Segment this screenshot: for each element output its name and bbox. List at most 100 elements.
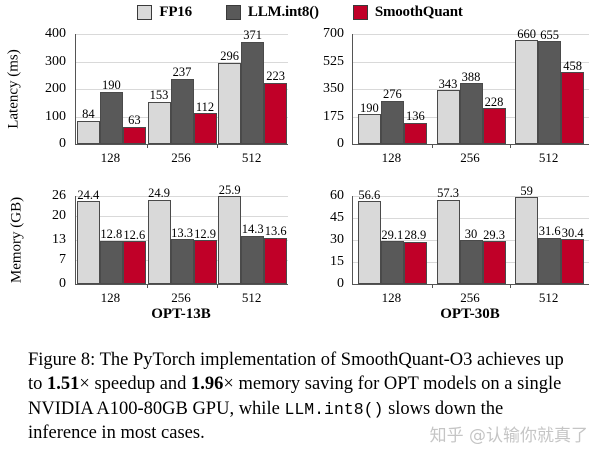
y-axis-tick-label: 0: [59, 136, 66, 151]
x-axis-ticks: 128 256 512: [75, 290, 287, 306]
bar-value-label: 223: [266, 69, 286, 84]
x-axis-tick-label: 512: [241, 290, 262, 305]
gridline: [353, 34, 589, 35]
bar-fp16: 59: [515, 185, 539, 284]
legend-swatch-llm-int8: [225, 5, 241, 20]
bar-smoothquant: 458: [561, 60, 585, 144]
x-axis-tick-label: 512: [538, 290, 559, 305]
y-axis-tick-label: 26: [52, 188, 66, 203]
legend-item-fp16: FP16: [137, 4, 192, 21]
bar-value-label: 24.4: [77, 187, 100, 202]
bar-value-label: 30: [464, 226, 478, 241]
bar-group: 57.3 30 29.3: [431, 187, 511, 288]
bar-llm-int8: 30: [459, 227, 483, 284]
gridline: [353, 196, 589, 197]
bar-group: 153 237 112: [146, 34, 218, 148]
chart-latency-opt-30b: 0 175 350 525 700 190 276 136 343 388 228 660 655 458…: [300, 26, 600, 174]
bar-group: 84 190 63: [76, 34, 147, 144]
bar-group: 59 31.6 30.4: [510, 185, 589, 288]
bar-value-label: 190: [359, 100, 379, 115]
x-axis-tick-label: 256: [171, 290, 191, 305]
y-axis-tick-label: 100: [45, 108, 66, 124]
y-axis-tick-label: 525: [323, 53, 344, 69]
y-axis-tick-label: 30: [330, 232, 344, 247]
y-axis-ticks: 0 100 200 300 400: [30, 26, 66, 174]
bar-value-label: 12.6: [123, 227, 146, 242]
chart-legend: FP16 LLM.int8() SmoothQuant: [0, 4, 600, 21]
bar-llm-int8: 31.6: [538, 225, 562, 284]
y-axis-label: Memory (GB): [8, 196, 25, 284]
x-axis-tick-label: 128: [381, 150, 402, 165]
bar-value-label: 57.3: [437, 186, 459, 201]
bar-fp16: 153: [147, 89, 171, 144]
plot-area: 56.6 29.1 28.9 57.3 30 29.3 59 31.6 30.4: [352, 185, 589, 288]
y-axis-tick-label: 13: [52, 232, 66, 247]
bar-smoothquant: 136: [403, 110, 427, 144]
bar-smoothquant: 13.6: [264, 225, 288, 284]
bar-value-label: 388: [461, 69, 481, 84]
x-axis-tick-label: 128: [100, 290, 121, 305]
bar-fp16: 343: [436, 78, 460, 144]
bar-fp16: 56.6: [357, 188, 381, 284]
bar-value-label: 14.3: [241, 222, 264, 237]
bar-smoothquant: 28.9: [403, 229, 427, 284]
gridline: [76, 216, 288, 218]
bar-value-label: 458: [563, 58, 583, 73]
bar-value-label: 112: [195, 99, 215, 114]
bar-smoothquant: 228: [482, 96, 506, 144]
bar-value-label: 59: [520, 183, 533, 198]
bar-smoothquant: 12.6: [122, 229, 146, 284]
x-axis-title: OPT-13B: [151, 306, 211, 322]
bar-llm-int8: 388: [459, 71, 483, 144]
bar-group: 24.4 12.8 12.6: [76, 189, 147, 284]
bar-value-label: 84: [82, 107, 95, 122]
bar-fp16: 84: [76, 108, 100, 144]
legend-label-fp16: FP16: [159, 4, 192, 20]
bar-value-label: 56.6: [358, 187, 381, 202]
y-axis-tick-label: 350: [323, 81, 344, 96]
gridline: [76, 196, 288, 197]
bar-value-label: 63: [128, 113, 141, 128]
legend-label-smoothquant: SmoothQuant: [374, 4, 463, 20]
x-axis-ticks: 128 256 512: [75, 150, 287, 166]
y-axis-tick-label: 400: [45, 26, 66, 41]
chart-memory-opt-30b: 0 15 30 45 60 56.6 29.1 28.9 57.3 30 29.3 59 31.6 30.…: [300, 174, 600, 326]
bar-value-label: 29.3: [483, 227, 505, 242]
y-axis-label: Latency (ms): [5, 49, 22, 129]
y-axis-tick-label: 60: [330, 188, 344, 203]
y-axis-tick-label: 7: [59, 252, 66, 268]
x-axis-tick-label: 128: [100, 150, 121, 165]
x-axis-tick-label: 256: [460, 290, 480, 305]
x-axis-ticks: 128 256 512: [352, 150, 588, 166]
y-axis-tick-label: 175: [323, 108, 344, 124]
bar-value-label: 12.8: [100, 227, 123, 242]
bar-smoothquant: 30.4: [561, 227, 585, 284]
bar-llm-int8: 237: [170, 66, 194, 144]
bar-group: 190 276 136: [353, 34, 432, 144]
bar-group: 660 655 458: [510, 28, 589, 148]
bar-fp16: 660: [515, 28, 539, 144]
legend-label-llm-int8: LLM.int8(): [247, 4, 319, 20]
bar-value-label: 12.9: [194, 226, 216, 241]
bar-smoothquant: 12.9: [193, 228, 217, 284]
bar-value-label: 371: [243, 28, 263, 43]
x-axis-ticks: 128 256 512: [352, 290, 588, 306]
caption-speedup-value: 1.51: [47, 374, 80, 395]
caption-mid-2: × memory saving for OPT models on a sing…: [28, 374, 562, 419]
chart-latency-opt-13b: Latency (ms) 0 100 200 300 400 84 190 63 153 237 11…: [0, 26, 300, 174]
bar-group: 343 388 228: [431, 34, 511, 148]
x-axis-tick-label: 256: [171, 150, 191, 165]
y-axis-ticks: 0 7 13 20 26: [30, 174, 66, 326]
bar-value-label: 343: [438, 76, 458, 91]
bar-smoothquant: 112: [193, 101, 217, 144]
plot-area: 84 190 63 153 237 112 296 371 223: [75, 29, 288, 148]
y-axis-tick-label: 45: [330, 210, 344, 225]
caption-prefix: Figure 8: The PyTorch implementation of …: [28, 350, 564, 395]
legend-swatch-smoothquant: [352, 5, 368, 20]
bar-fp16: 296: [218, 50, 242, 144]
y-axis-ticks: 0 175 350 525 700: [308, 26, 344, 174]
bar-group: 56.6 29.1 28.9: [353, 188, 432, 284]
gridline: [76, 34, 288, 35]
bar-llm-int8: 190: [99, 79, 123, 144]
bar-fp16: 24.9: [147, 187, 171, 284]
